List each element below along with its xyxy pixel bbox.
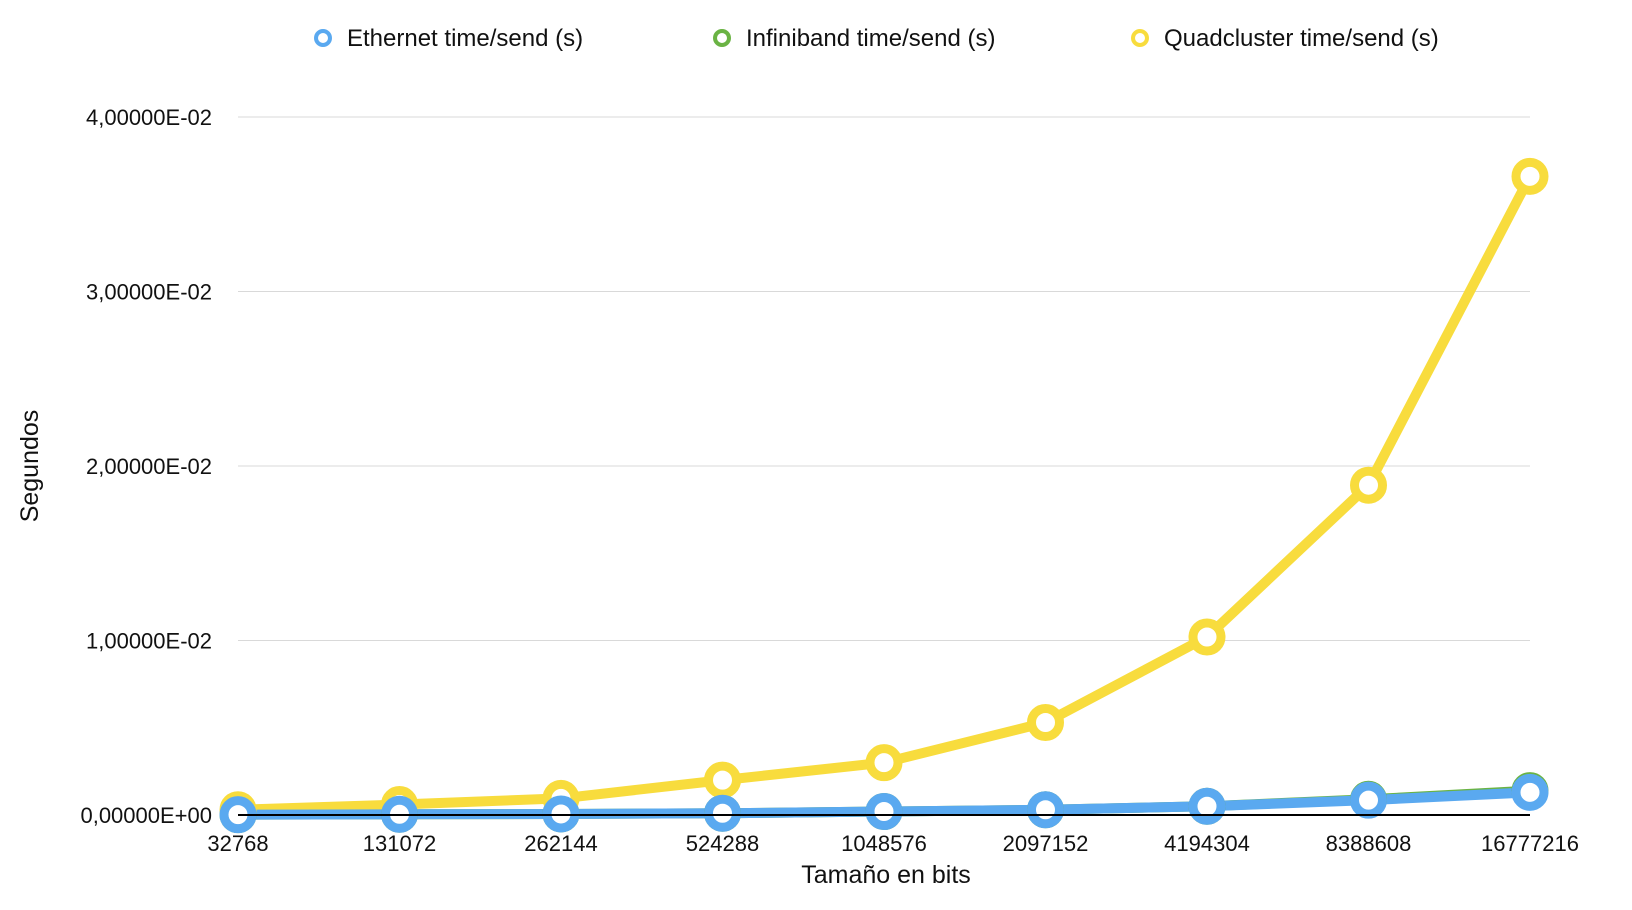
legend-marker	[713, 29, 731, 47]
x-tick-label: 4194304	[1164, 831, 1250, 856]
series-line-2	[233, 171, 1535, 815]
data-points	[219, 157, 1549, 834]
y-tick-label: 3,00000E-02	[86, 280, 212, 305]
y-tick-label: 4,00000E-02	[86, 105, 212, 130]
y-tick-label: 1,00000E-02	[86, 629, 212, 654]
y-tick-label: 0,00000E+00	[80, 803, 212, 828]
data-point	[1027, 704, 1064, 742]
series-lines	[233, 171, 1535, 820]
x-tick-label: 1048576	[841, 831, 927, 856]
data-point	[1188, 618, 1226, 656]
x-tick-label: 2097152	[1003, 831, 1089, 856]
data-point	[865, 744, 903, 782]
data-point	[1027, 791, 1064, 829]
axes: 0,00000E+00 1,00000E-02 2,00000E-02 3,00000…	[80, 105, 1578, 856]
legend-marker	[1131, 29, 1149, 47]
x-tick-label: 32768	[207, 831, 268, 856]
data-point	[704, 794, 741, 832]
x-tick-label: 8388608	[1326, 831, 1412, 856]
data-point	[1511, 773, 1549, 811]
legend-label: Infiniband time/send (s)	[746, 25, 995, 52]
y-tick-label: 2,00000E-02	[86, 454, 212, 479]
legend-marker	[314, 29, 332, 47]
legend-label: Quadcluster time/send (s)	[1164, 25, 1439, 52]
data-point	[1511, 157, 1549, 195]
x-tick-label: 524288	[686, 831, 759, 856]
y-axis-label: Segundos	[16, 410, 44, 523]
data-point	[542, 795, 580, 833]
x-tick-label: 262144	[524, 831, 597, 856]
x-tick-label: 131072	[363, 831, 436, 856]
data-point	[704, 761, 741, 799]
x-axis-label: Tamaño en bits	[801, 861, 971, 889]
legend-label: Ethernet time/send (s)	[347, 25, 583, 52]
legend: Ethernet time/send (s) Infiniband time/se…	[314, 25, 1439, 52]
data-point	[1350, 781, 1387, 819]
data-point	[1350, 466, 1387, 504]
data-point	[865, 793, 903, 831]
x-tick-label: 16777216	[1481, 831, 1579, 856]
data-point	[1188, 787, 1226, 825]
gridlines	[238, 116, 1530, 641]
